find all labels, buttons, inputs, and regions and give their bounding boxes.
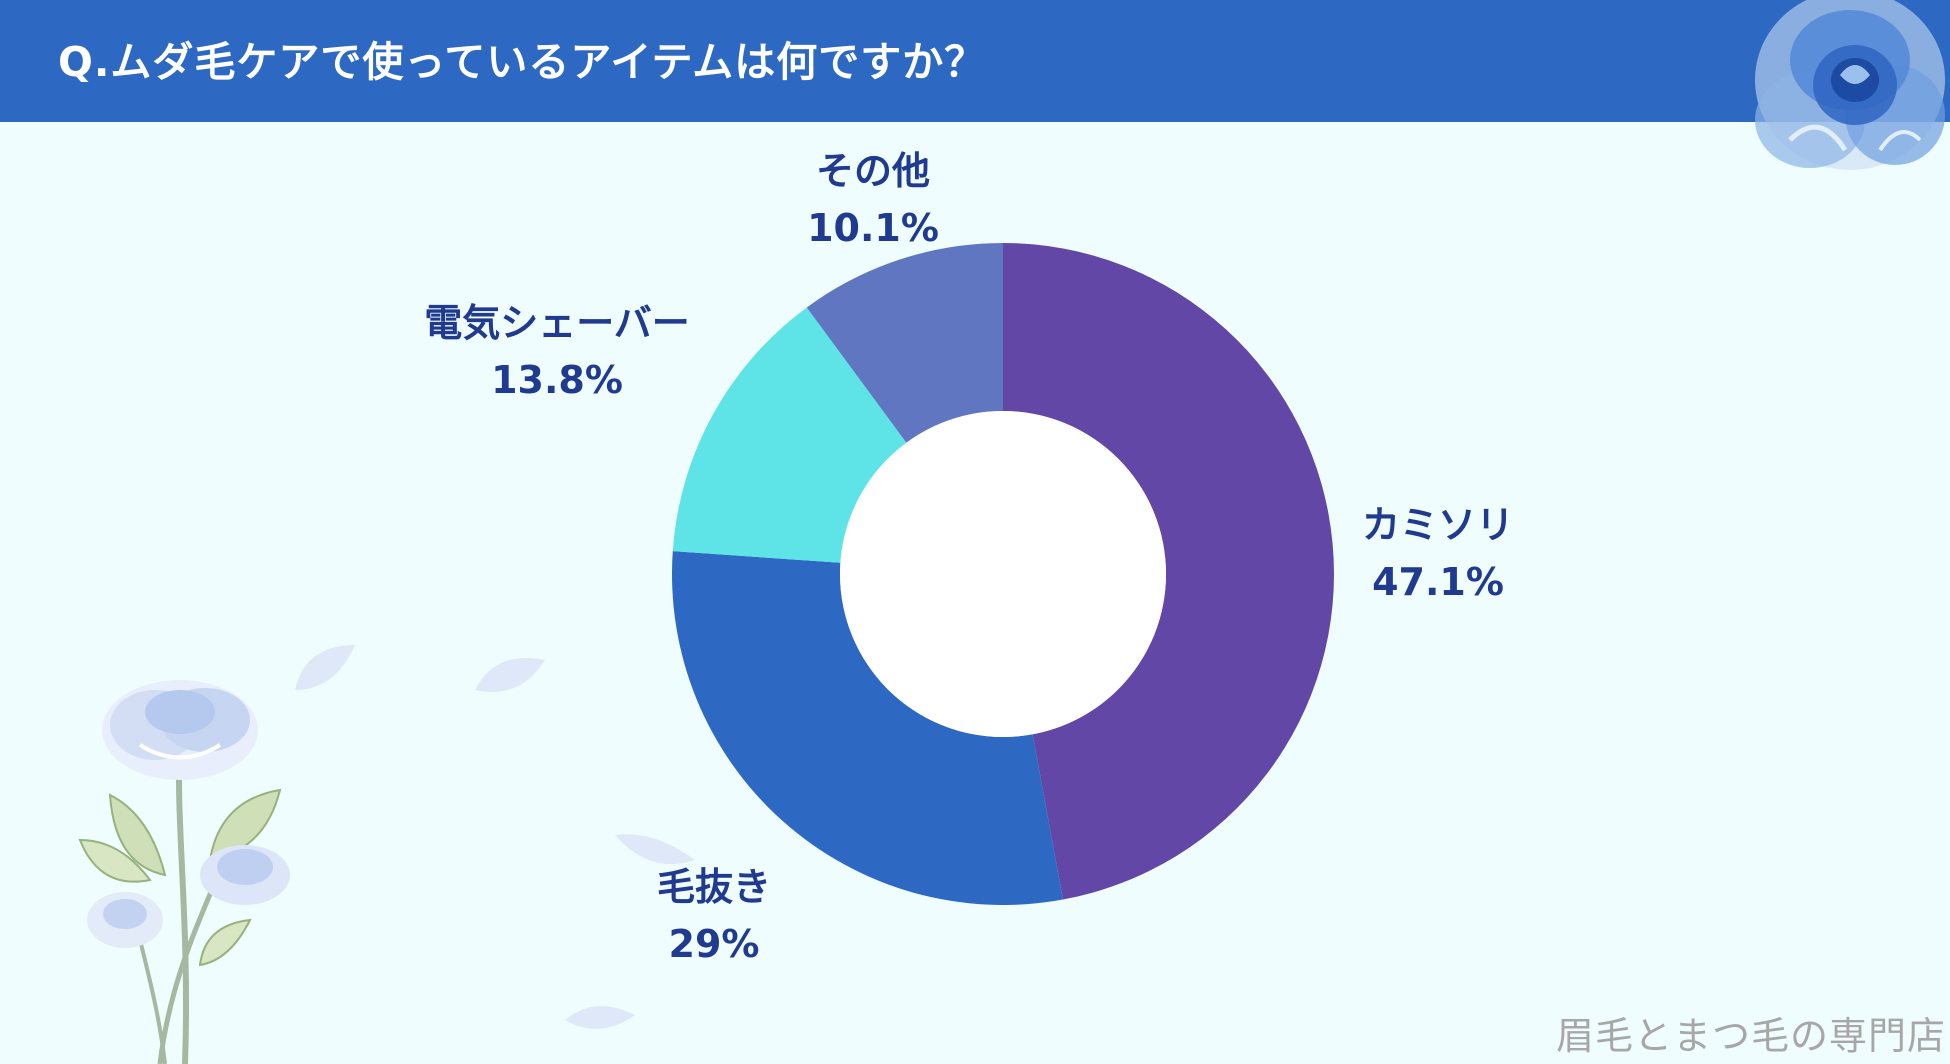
slice-percent: 10.1% (807, 206, 939, 250)
donut-hole (840, 411, 1166, 737)
slice-label-shaver: 電気シェーバー 13.8% (424, 295, 690, 409)
watermark-text: 眉毛とまつ毛の専門店 (1555, 1014, 1946, 1058)
slice-name: その他 (815, 149, 930, 193)
slice-label-kamisori: カミソリ 47.1% (1362, 497, 1514, 611)
slice-label-kenuki: 毛抜き 29% (657, 859, 771, 973)
slice-name: 電気シェーバー (424, 301, 690, 345)
petal-decoration (565, 1006, 635, 1029)
page-title: Q.ムダ毛ケアで使っているアイテムは何ですか？ (58, 38, 987, 86)
pie-slice-0 (1003, 243, 1334, 900)
slice-percent: 29% (668, 922, 760, 966)
petal-decoration (475, 658, 545, 692)
pie-slice-3 (806, 243, 1003, 443)
pie-slice-1 (672, 551, 1063, 905)
rose-stems-decoration (78, 680, 290, 1064)
slice-name: カミソリ (1361, 503, 1515, 547)
petal-decoration (295, 645, 355, 690)
slice-label-other: その他 10.1% (807, 143, 939, 257)
pie-slice-2 (672, 307, 907, 563)
slice-percent: 13.8% (491, 358, 623, 402)
header-bar: Q.ムダ毛ケアで使っているアイテムは何ですか？ (0, 0, 1950, 122)
slice-percent: 47.1% (1372, 560, 1504, 604)
blue-rose-decoration (1755, 0, 1945, 170)
slice-name: 毛抜き (656, 865, 772, 909)
petal-decoration (615, 834, 695, 865)
